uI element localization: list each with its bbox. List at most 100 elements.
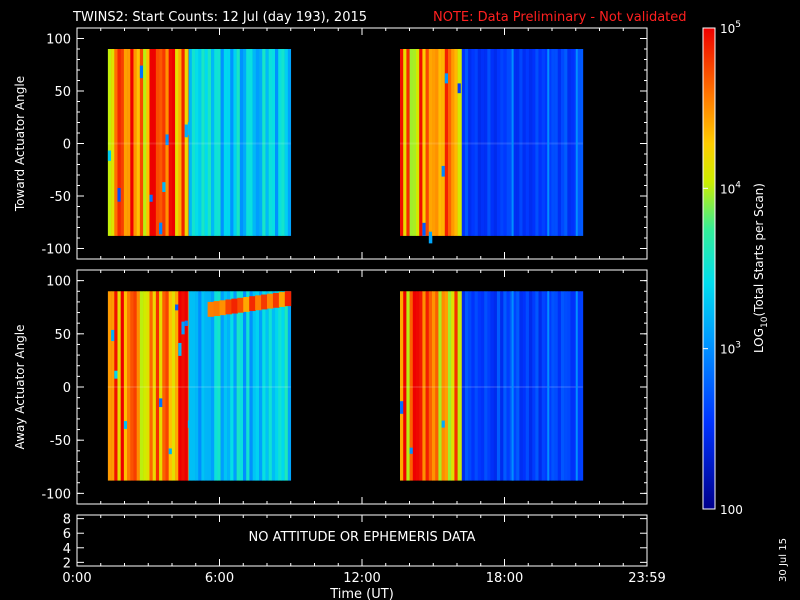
heatmap-column (564, 291, 568, 481)
heatmap-column (259, 49, 263, 236)
heatmap-column (419, 49, 423, 236)
heatmap-feature-cell (278, 292, 286, 307)
heatmap-column (152, 291, 157, 481)
heatmap-column (535, 49, 539, 236)
heatmap-column (484, 291, 488, 481)
heatmap-feature-cell (237, 297, 244, 313)
heatmap-streak (547, 49, 550, 236)
heatmap-speckle (187, 420, 189, 428)
heatmap-column (570, 49, 575, 236)
heatmap-column (120, 291, 125, 481)
heatmap-column (503, 49, 507, 236)
heatmap-column (227, 49, 231, 236)
heatmap-column (409, 49, 414, 236)
heatmap-column (171, 49, 176, 236)
heatmap-column (211, 291, 215, 481)
heatmap-column (120, 49, 125, 236)
heatmap-column (123, 291, 128, 481)
y-tick-label: 0 (63, 381, 71, 396)
heatmap-column (573, 291, 578, 481)
heatmap-column (146, 49, 150, 236)
heatmap-column (441, 49, 446, 236)
heatmap-column (480, 49, 485, 236)
y-tick-label: 8 (63, 513, 71, 528)
colorbar-label: LOG10(Total Starts per Scan) (752, 183, 770, 353)
heatmap-streak (511, 49, 514, 236)
heatmap-column (214, 291, 218, 481)
heatmap-column (464, 291, 469, 481)
heatmap-column (230, 49, 234, 236)
heatmap-speckle (159, 398, 163, 408)
heatmap-column (519, 49, 523, 236)
heatmap-column (243, 49, 247, 236)
heatmap-column (516, 291, 520, 481)
zero-angle-line (107, 386, 189, 388)
y-tick-label: -100 (41, 243, 71, 258)
heatmap-column (168, 291, 173, 481)
heatmap-column (187, 49, 189, 236)
heatmap-column (441, 291, 446, 481)
heatmap-column (487, 49, 491, 236)
heatmap-column (195, 49, 199, 236)
heatmap-column (130, 291, 134, 481)
colorbar-tick-label: 105 (720, 20, 741, 36)
heatmap-column (275, 291, 279, 481)
preliminary-note: NOTE: Data Preliminary - Not validated (433, 10, 687, 25)
heatmap-column (580, 49, 584, 236)
heatmap-column (159, 291, 163, 481)
heatmap-column (444, 49, 449, 236)
heatmap-column (548, 291, 552, 481)
heatmap-column (114, 49, 118, 236)
heatmap-column (252, 291, 257, 481)
heatmap-column (425, 291, 430, 481)
heatmap-speckle (117, 188, 121, 202)
heatmap-column (532, 291, 536, 481)
heatmap-column (560, 49, 565, 236)
heatmap-column (117, 291, 121, 481)
heatmap-column (564, 49, 568, 236)
heatmap-column (246, 291, 250, 481)
toward-y-axis-label: Toward Actuator Angle (13, 76, 27, 212)
heatmap-streak (575, 291, 578, 481)
heatmap-column (422, 291, 426, 481)
heatmap-feature-cell (272, 292, 280, 308)
heatmap-column (528, 49, 533, 236)
heatmap-column (149, 291, 153, 481)
heatmap-speckle (123, 421, 128, 429)
heatmap-column (220, 49, 225, 236)
heatmap-speckle (107, 150, 112, 161)
heatmap-speckle (175, 304, 179, 311)
heatmap-column (236, 49, 241, 236)
heatmap-column (490, 49, 495, 236)
heatmap-column (464, 49, 469, 236)
heatmap-column (541, 291, 546, 481)
heatmap-column (265, 291, 269, 481)
heatmap-column (255, 49, 260, 236)
heatmap-column (146, 291, 150, 481)
heatmap-column (223, 49, 228, 236)
heatmap-column (178, 291, 182, 481)
heatmap-column (155, 291, 160, 481)
heatmap-feature-cell (267, 293, 274, 309)
heatmap-streak (575, 49, 578, 236)
heatmap-column (522, 49, 527, 236)
heatmap-column (165, 291, 169, 481)
heatmap-feature-cell (255, 295, 262, 311)
away-heatmap-cells (107, 291, 584, 481)
heatmap-column (448, 49, 452, 236)
heatmap-feature-cell (249, 296, 256, 312)
heatmap-speckle (441, 420, 446, 428)
heatmap-column (535, 291, 539, 481)
heatmap-column (419, 291, 423, 481)
no-data-message: NO ATTITUDE OR EPHEMERIS DATA (249, 530, 476, 545)
colorbar-tick-label: 100 (720, 503, 743, 517)
heatmap-speckle (114, 370, 118, 379)
heatmap-column (107, 291, 112, 481)
heatmap-column (252, 49, 257, 236)
heatmap-column (532, 49, 536, 236)
heatmap-column (570, 291, 575, 481)
heatmap-column (268, 291, 273, 481)
heatmap-column (471, 291, 475, 481)
heatmap-column (271, 291, 276, 481)
